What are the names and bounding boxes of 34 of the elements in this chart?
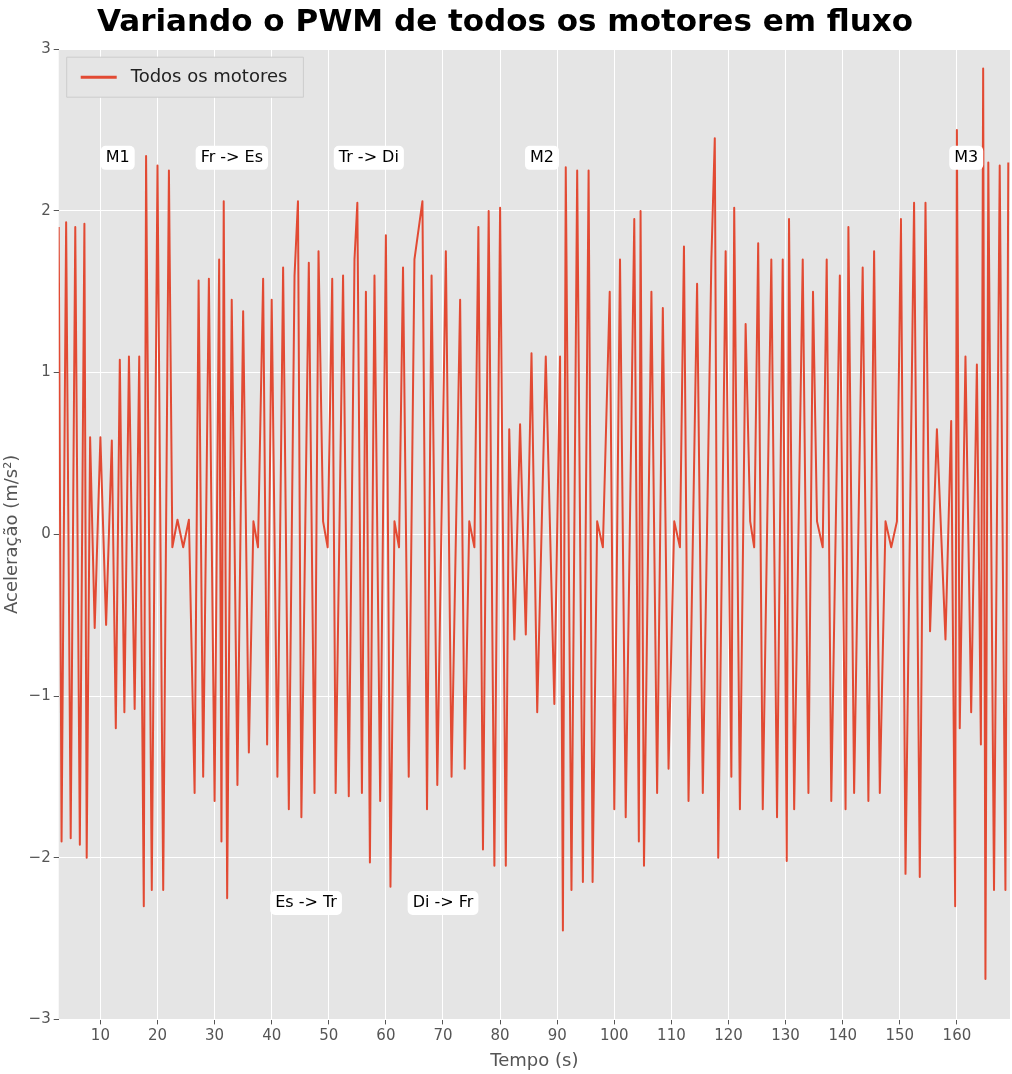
annotation: M1 [105, 147, 130, 167]
y-tick-label: 0 [41, 524, 51, 543]
y-axis-title: Aceleração (m/s²) [0, 454, 22, 614]
x-tick-label: 30 [205, 1026, 225, 1045]
y-tick-label: −1 [28, 685, 51, 704]
x-tick-label: 40 [262, 1026, 282, 1045]
y-tick-label: 3 [41, 39, 51, 58]
x-tick-label: 70 [433, 1026, 453, 1045]
x-tick-label: 110 [657, 1026, 686, 1045]
y-tick-label: 1 [41, 362, 51, 381]
annotation: Es -> Tr [275, 892, 338, 912]
x-tick-label: 120 [714, 1026, 743, 1045]
x-tick-label: 50 [319, 1026, 339, 1045]
annotation: M2 [529, 147, 554, 167]
x-axis-title: Tempo (s) [489, 1048, 579, 1070]
y-tick-label: −2 [28, 847, 51, 866]
x-tick-label: 80 [490, 1026, 510, 1045]
annotation: Di -> Fr [412, 892, 474, 912]
x-tick-label: 90 [547, 1026, 567, 1045]
x-tick-label: 60 [376, 1026, 396, 1045]
annotation: M3 [954, 147, 979, 167]
annotation: Tr -> Di [337, 147, 399, 167]
x-tick-label: 130 [771, 1026, 800, 1045]
chart-title: Variando o PWM de todos os motores em fluxo [96, 1, 914, 38]
x-tick-label: 20 [147, 1026, 168, 1045]
x-tick-label: 100 [599, 1026, 629, 1045]
x-tick-label: 140 [828, 1026, 858, 1045]
annotation: Fr -> Es [200, 147, 264, 167]
x-tick-label: 10 [90, 1026, 110, 1045]
y-tick-label: −3 [28, 1009, 51, 1028]
legend-label: Todos os motores [129, 64, 288, 86]
x-tick-label: 150 [885, 1026, 915, 1045]
y-tick-label: 2 [41, 200, 51, 219]
x-tick-label: 160 [942, 1026, 972, 1045]
